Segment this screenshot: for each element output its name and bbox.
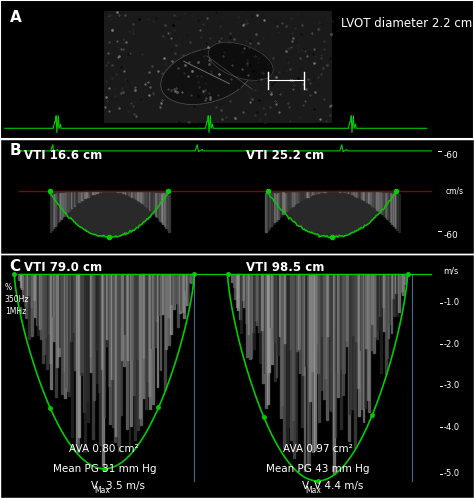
Text: m/s: m/s xyxy=(443,266,458,275)
Text: AVA 0.97 cm²: AVA 0.97 cm² xyxy=(283,444,353,454)
Text: -60: -60 xyxy=(443,151,458,160)
Text: -60: -60 xyxy=(443,231,458,240)
Text: VTI 79.0 cm: VTI 79.0 cm xyxy=(24,261,102,274)
FancyBboxPatch shape xyxy=(104,11,332,123)
Text: -1.0: -1.0 xyxy=(443,298,459,307)
Text: AVA 0.80 cm²: AVA 0.80 cm² xyxy=(70,444,139,454)
Text: VTI 16.6 cm: VTI 16.6 cm xyxy=(24,148,102,162)
Text: V: V xyxy=(91,481,99,491)
Text: 3.5 m/s: 3.5 m/s xyxy=(106,481,145,491)
Text: B: B xyxy=(9,143,21,158)
Text: LVOT diameter 2.2 cm: LVOT diameter 2.2 cm xyxy=(341,17,473,30)
Text: -3.0: -3.0 xyxy=(443,381,459,390)
Text: cm/s: cm/s xyxy=(446,186,464,196)
Text: VTI 98.5 cm: VTI 98.5 cm xyxy=(246,261,325,274)
Text: Max: Max xyxy=(94,486,110,495)
Ellipse shape xyxy=(161,47,253,105)
Text: Mean PG 31 mm Hg: Mean PG 31 mm Hg xyxy=(53,464,156,474)
Text: %
350Hz
1MHz: % 350Hz 1MHz xyxy=(5,283,29,316)
Text: -4.0: -4.0 xyxy=(443,423,459,432)
Text: VTI 25.2 cm: VTI 25.2 cm xyxy=(246,148,325,162)
Text: V: V xyxy=(302,481,310,491)
Ellipse shape xyxy=(209,42,273,80)
Text: V 4.4 m/s: V 4.4 m/s xyxy=(314,481,364,491)
Text: C: C xyxy=(9,259,20,274)
Text: -2.0: -2.0 xyxy=(443,340,459,349)
Text: -5.0: -5.0 xyxy=(443,469,459,478)
Text: Mean PG 43 mm Hg: Mean PG 43 mm Hg xyxy=(266,464,369,474)
Text: Max: Max xyxy=(305,486,321,495)
Text: A: A xyxy=(9,10,21,25)
